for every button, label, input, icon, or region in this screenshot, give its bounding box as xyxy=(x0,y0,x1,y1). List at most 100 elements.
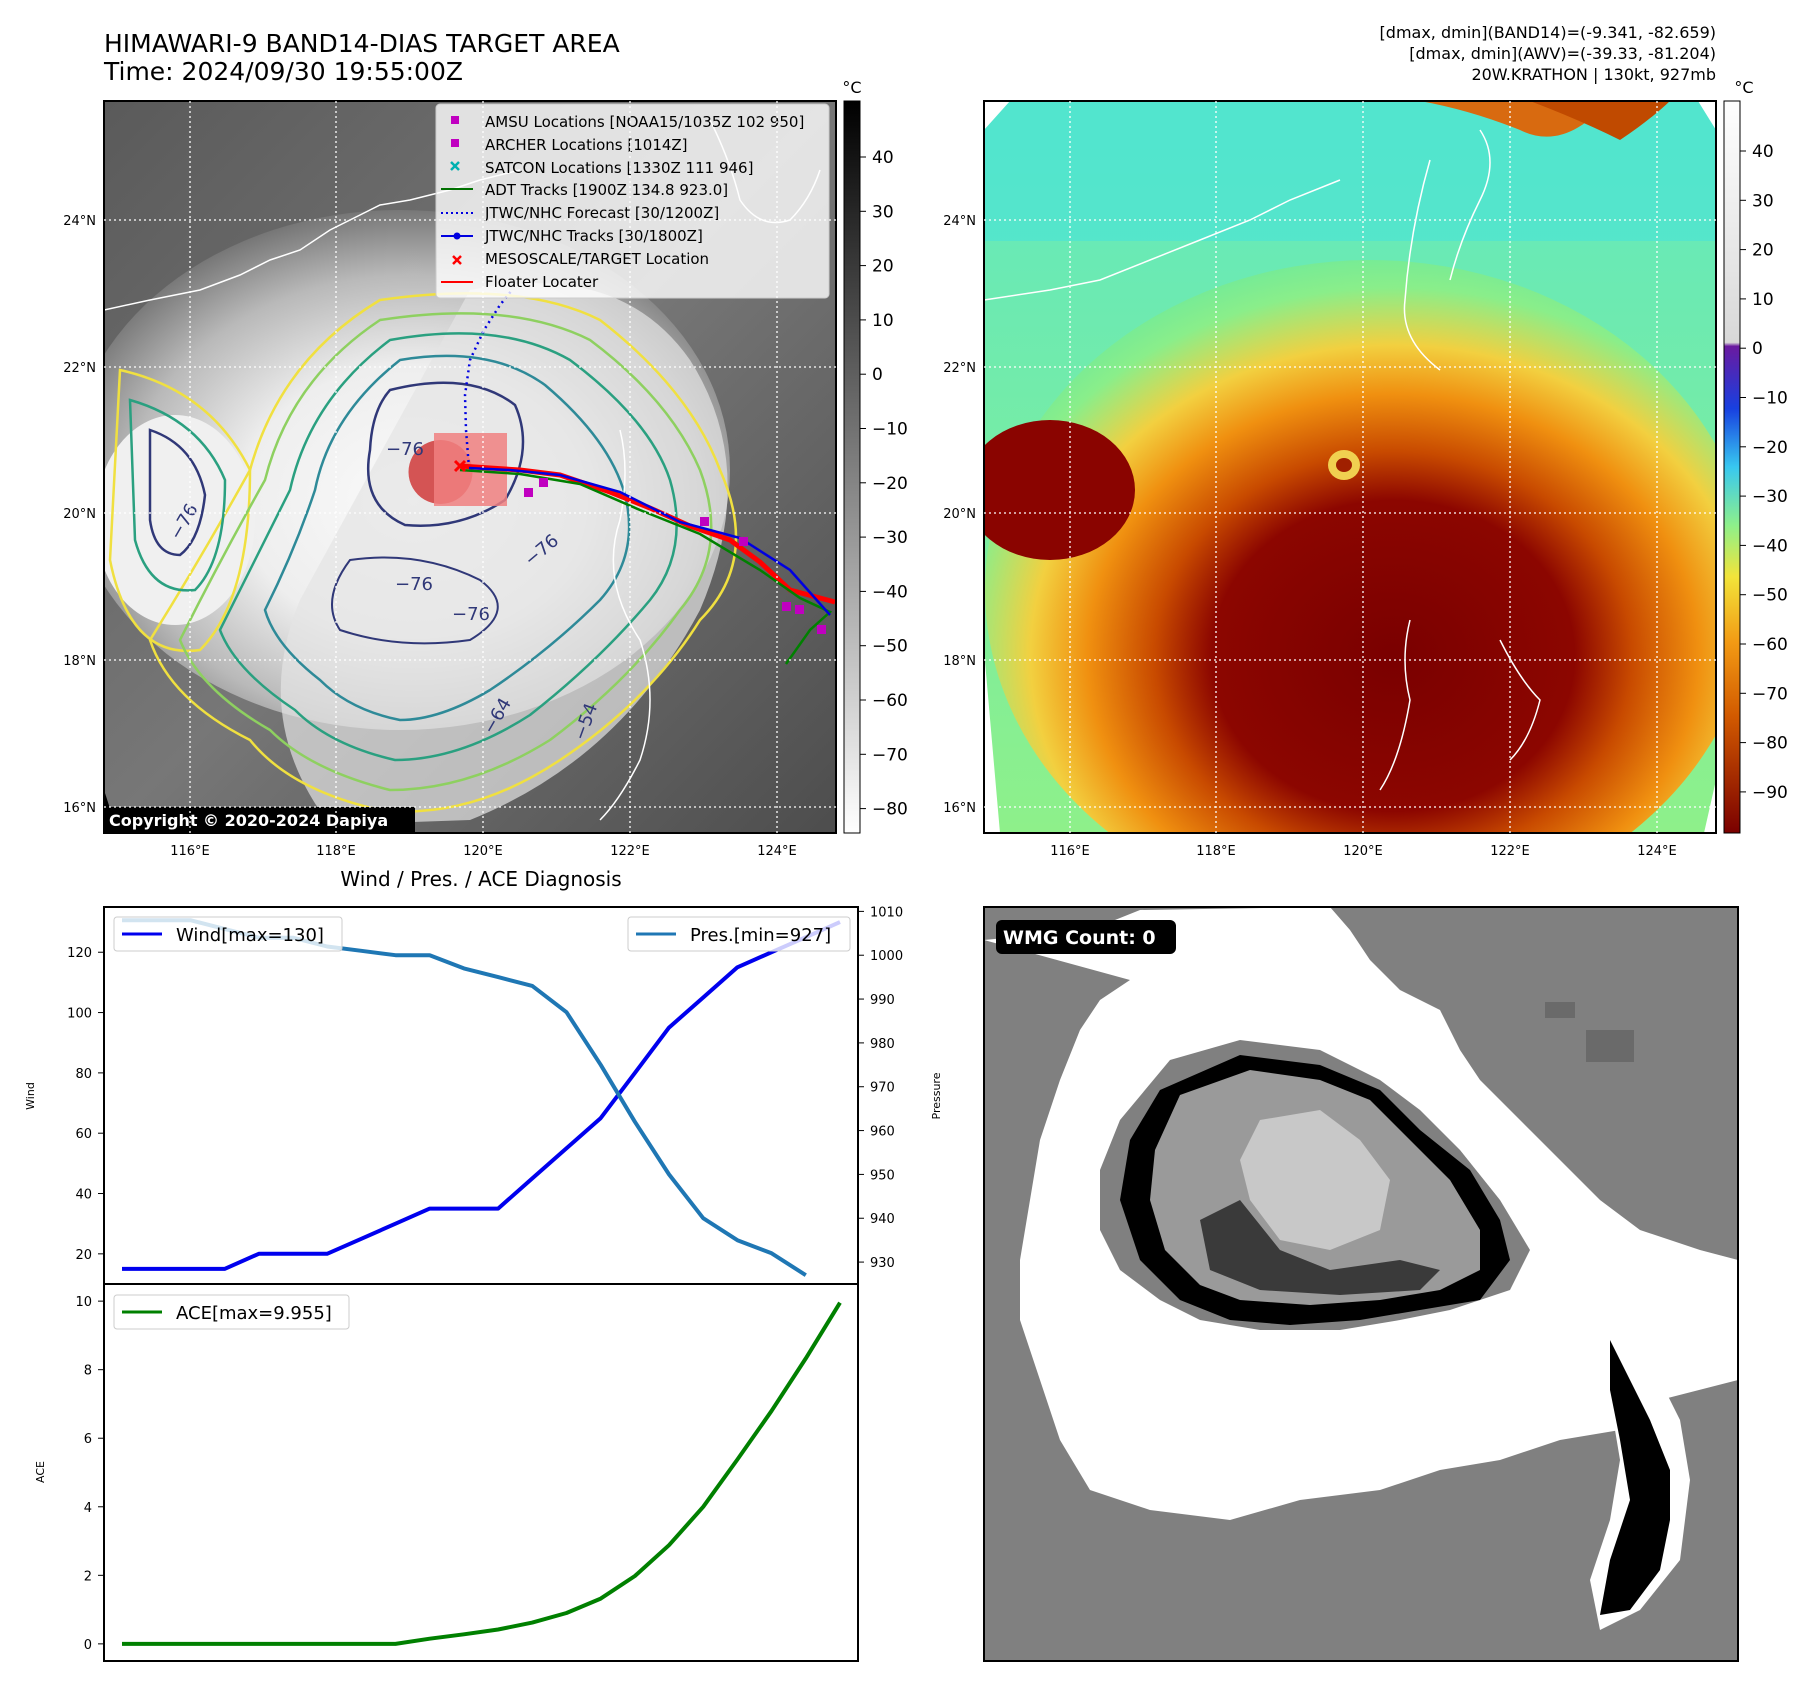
ir-lon-label: 120°E xyxy=(463,844,503,859)
ir-lat-label: 20°N xyxy=(63,507,96,522)
ir-lat-label: 24°N xyxy=(63,214,96,229)
y-right-tick-label: 990 xyxy=(870,993,895,1008)
color-lat-label: 20°N xyxy=(943,507,976,522)
contour-label: −76 xyxy=(395,574,433,595)
colorbar-tick-label: −10 xyxy=(872,420,908,440)
ace-legend-label: ACE[max=9.955] xyxy=(176,1303,332,1324)
ir-lat-label: 16°N xyxy=(63,801,96,816)
wind-axis-label: Wind xyxy=(24,1082,37,1110)
ace-plot: 0 2 4 6 8 10 xyxy=(75,1295,842,1653)
ace-axis-label: ACE xyxy=(34,1461,47,1483)
ir-lat-label: 22°N xyxy=(63,361,96,376)
wmg-count-badge: WMG Count: 0 xyxy=(1003,927,1156,949)
color-lat-label: 18°N xyxy=(943,654,976,669)
info-awv: [dmax, dmin](AWV)=(-39.33, -81.204) xyxy=(1409,44,1716,63)
legend-target-location: MESOSCALE/TARGET Location xyxy=(485,250,709,268)
amsu-markers xyxy=(524,478,826,634)
legend-adt: ADT Tracks [1900Z 134.8 923.0] xyxy=(485,181,728,199)
color-lon-label: 116°E xyxy=(1050,844,1090,859)
contour-label: −76 xyxy=(452,604,490,625)
colorbar-tick-label: −40 xyxy=(1752,536,1788,556)
y-right-tick-label: 950 xyxy=(870,1168,895,1183)
colorbar-tick-label: −20 xyxy=(1752,438,1788,458)
jtwc-track xyxy=(468,466,831,616)
colorbar-tick-label: 30 xyxy=(872,202,894,222)
y-tick-label: 6 xyxy=(84,1432,92,1447)
color-lon-label: 120°E xyxy=(1343,844,1383,859)
color-lat-label: 24°N xyxy=(943,214,976,229)
colorbar-tick-label: −80 xyxy=(1752,734,1788,754)
ir-lon-label: 124°E xyxy=(757,844,797,859)
y-tick-label: 10 xyxy=(75,1295,92,1310)
color-map-image xyxy=(984,101,1716,833)
y-tick-label: 40 xyxy=(75,1188,92,1203)
y-right-tick-label: 1010 xyxy=(870,905,903,920)
ace-legend: ACE[max=9.955] xyxy=(113,1294,350,1330)
y-tick-label: 120 xyxy=(67,946,92,961)
legend-amsu: AMSU Locations [NOAA15/1035Z 102 950] xyxy=(485,113,804,131)
legend-floater: Floater Locater xyxy=(485,273,599,291)
colorbar-tick-label: −50 xyxy=(872,637,908,657)
ir-lat-axis: 24°N 22°N 20°N 18°N 16°N xyxy=(63,214,96,816)
ir-legend: AMSU Locations [NOAA15/1035Z 102 950] AR… xyxy=(435,103,830,299)
y-right-tick-label: 940 xyxy=(870,1212,895,1227)
colorbar-tick-label: 40 xyxy=(872,148,894,168)
colorbar-tick-label: −20 xyxy=(872,474,908,494)
ace-chart: 0 2 4 6 8 10 ACE ACE[max=9.955] xyxy=(34,1283,859,1662)
ir-colorbar: °C xyxy=(842,78,862,834)
wind-legend-label: Wind[max=130] xyxy=(176,925,324,946)
y-tick-label: 0 xyxy=(84,1638,92,1653)
adt-track xyxy=(459,468,833,665)
diagnosis-title: Wind / Pres. / ACE Diagnosis xyxy=(340,867,621,891)
colorbar-tick-label: 20 xyxy=(872,257,894,277)
color-colorbar-unit: °C xyxy=(1734,78,1753,97)
colorbar-tick-label: 20 xyxy=(1752,241,1774,261)
wind-legend: Wind[max=130] xyxy=(113,916,343,952)
colorbar-tick-label: −50 xyxy=(1752,586,1788,606)
ir-lon-label: 118°E xyxy=(316,844,356,859)
y-tick-label: 20 xyxy=(75,1248,92,1263)
wmg-frame xyxy=(983,906,1739,1662)
pressure-legend: Pres.[min=927] xyxy=(627,916,851,952)
ir-colorbar-unit: °C xyxy=(842,78,861,97)
color-lon-label: 122°E xyxy=(1490,844,1530,859)
info-band14: [dmax, dmin](BAND14)=(-9.341, -82.659) xyxy=(1380,23,1716,42)
series-line xyxy=(122,920,841,1271)
color-lat-label: 22°N xyxy=(943,361,976,376)
contour-label: −76 xyxy=(386,439,424,460)
y-tick-label: 100 xyxy=(67,1007,92,1022)
series-line xyxy=(122,1301,842,1646)
colorbar-tick-label: −70 xyxy=(872,745,908,765)
colorbar-tick-label: 0 xyxy=(1752,339,1763,359)
legend-archer: ARCHER Locations [1014Z] xyxy=(485,136,688,154)
y-right-tick-label: 970 xyxy=(870,1081,895,1096)
colorbar-tick-label: −30 xyxy=(872,528,908,548)
color-lon-label: 124°E xyxy=(1637,844,1677,859)
y-tick-label: 8 xyxy=(84,1364,92,1379)
colorbar-tick-label: 10 xyxy=(1752,290,1774,310)
map-gridlines xyxy=(104,101,1716,833)
colorbar-tick-label: −60 xyxy=(872,691,908,711)
color-lat-axis: 24°N 22°N 20°N 18°N 16°N xyxy=(943,214,976,816)
colorbar-tick-label: −70 xyxy=(1752,684,1788,704)
wmg-panel: WMG Count: 0 xyxy=(983,906,1739,1662)
legend-jtwc-tracks: JTWC/NHC Tracks [30/1800Z] xyxy=(484,227,703,245)
y-right-tick-label: 980 xyxy=(870,1037,895,1052)
ir-lon-axis: 116°E 118°E 120°E 122°E 124°E xyxy=(170,844,797,859)
legend-jtwc-forecast: JTWC/NHC Forecast [30/1200Z] xyxy=(484,204,719,222)
colorbar-tick-label: −90 xyxy=(1752,783,1788,803)
color-colorbar: °C xyxy=(1723,78,1754,834)
y-right-tick-label: 930 xyxy=(870,1256,895,1271)
ir-map-axes: 116°E 118°E 120°E 122°E 124°E 24°N 22°N … xyxy=(63,214,797,859)
info-storm: 20W.KRATHON | 130kt, 927mb xyxy=(1471,65,1716,84)
wind-pres-chart: 20 40 60 80 100 120 930 940 950 960 970 980 990 1000 1… xyxy=(24,905,943,1285)
y-tick-label: 4 xyxy=(84,1501,92,1516)
color-map-panel xyxy=(983,100,1717,834)
colorbar-tick-label: −80 xyxy=(872,800,908,820)
colorbar-tick-label: −40 xyxy=(872,582,908,602)
jtwc-forecast-track xyxy=(463,289,513,469)
colorbar-tick-label: −60 xyxy=(1752,635,1788,655)
ir-map-panel: −76 −76 −76 −76 −64 −54 −76 AMSU Locatio… xyxy=(103,100,837,834)
pressure-axis-label: Pressure xyxy=(930,1072,943,1119)
